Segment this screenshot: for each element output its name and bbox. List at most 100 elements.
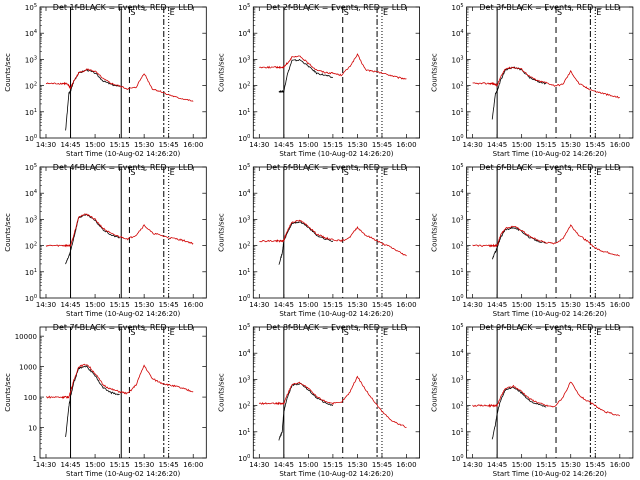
y-tick-label: 105 [451, 323, 463, 332]
x-axis-label: Start Time (10-Aug-02 14:26:20) [493, 310, 607, 318]
x-axis-label: Start Time (10-Aug-02 14:26:20) [279, 470, 393, 478]
y-tick-label: 100 [238, 294, 250, 303]
panel-title: Det 1f-BLACK = Events, RED = LLD [53, 3, 194, 12]
x-tick-label: 15:15 [323, 301, 343, 309]
x-tick-label: 16:00 [610, 301, 630, 309]
plot-frame [252, 326, 421, 459]
detector-panel: Det 2f-BLACK = Events, RED = LLD 100 101 10… [217, 3, 421, 158]
series-events-line [278, 58, 334, 94]
y-tick-label: 104 [25, 189, 37, 198]
y-tick-label: 104 [25, 29, 37, 38]
y-tick-label: 105 [238, 323, 250, 332]
series-lld-line [258, 375, 407, 428]
x-tick-label: 15:00 [85, 301, 105, 309]
x-tick-label: 15:15 [323, 461, 343, 469]
series-events-line [492, 226, 547, 260]
x-axis-label: Start Time (10-Aug-02 14:26:20) [493, 470, 607, 478]
marker-label-e: E [383, 328, 388, 337]
x-tick-label: 14:30 [36, 141, 56, 149]
y-axis-label: Counts/sec [4, 373, 12, 412]
x-tick-label: 14:45 [60, 141, 80, 149]
y-tick-label: 105 [25, 163, 37, 172]
y-tick-label: 105 [451, 163, 463, 172]
x-tick-label: 15:45 [159, 141, 179, 149]
marker-label-e: E [596, 8, 601, 17]
y-tick-label: 103 [238, 215, 250, 224]
y-axis-label: Counts/sec [217, 213, 225, 252]
y-tick-label: 105 [238, 163, 250, 172]
y-tick-label: 101 [451, 108, 463, 117]
x-tick-label: 15:45 [372, 301, 392, 309]
marker-label-s: S [557, 168, 562, 177]
x-axis-label: Start Time (10-Aug-02 14:26:20) [66, 310, 180, 318]
x-tick-label: 15:45 [585, 461, 605, 469]
x-tick-label: 14:45 [487, 461, 507, 469]
x-tick-label: 15:00 [512, 461, 532, 469]
y-tick-label: 104 [451, 189, 463, 198]
y-tick-label: 101 [451, 428, 463, 437]
series-lld-line [45, 68, 194, 102]
y-axis-label: Counts/sec [217, 373, 225, 412]
x-tick-label: 15:15 [536, 461, 556, 469]
series-events-line [491, 66, 547, 120]
x-tick-label: 15:00 [512, 301, 532, 309]
x-tick-label: 16:00 [183, 461, 203, 469]
x-tick-label: 14:30 [463, 461, 483, 469]
x-axis-label: Start Time (10-Aug-02 14:26:20) [279, 310, 393, 318]
x-tick-label: 14:45 [274, 461, 294, 469]
x-tick-label: 15:00 [298, 141, 318, 149]
x-tick-label: 14:30 [36, 301, 56, 309]
x-tick-label: 15:45 [159, 301, 179, 309]
y-axis-label: Counts/sec [4, 53, 12, 92]
y-tick-label: 102 [451, 242, 463, 251]
x-tick-label: 15:45 [372, 141, 392, 149]
panel-title: Det 7f-BLACK = Events, RED = LLD [53, 323, 194, 332]
marker-label-e: E [170, 328, 175, 337]
x-tick-label: 16:00 [610, 461, 630, 469]
plot-frame [39, 6, 207, 139]
marker-label-s: S [344, 168, 349, 177]
x-tick-label: 15:30 [561, 461, 581, 469]
x-tick-label: 15:30 [134, 461, 154, 469]
series-lld-line [45, 363, 194, 400]
y-tick-label: 103 [451, 375, 463, 384]
y-tick-label: 105 [25, 3, 37, 12]
marker-label-e: E [170, 168, 175, 177]
x-tick-label: 16:00 [183, 141, 203, 149]
detector-panel: Det 6f-BLACK = Events, RED = LLD 100 101 10… [431, 163, 634, 318]
x-tick-label: 15:45 [585, 301, 605, 309]
x-axis-label: Start Time (10-Aug-02 14:26:20) [66, 470, 180, 478]
y-tick-label: 100 [451, 294, 463, 303]
plot-frame [466, 166, 634, 299]
x-tick-label: 15:30 [347, 141, 367, 149]
x-tick-label: 14:30 [249, 141, 269, 149]
y-tick-label: 104 [451, 29, 463, 38]
series-events-line [65, 213, 120, 265]
x-tick-label: 15:00 [298, 461, 318, 469]
x-tick-label: 15:15 [110, 141, 130, 149]
y-tick-label: 10 [28, 425, 37, 433]
series-events-line [278, 382, 333, 441]
series-events-line [491, 386, 547, 440]
panel-title: Det 9f-BLACK = Events, RED = LLD [479, 323, 620, 332]
plot-frame [39, 326, 207, 459]
panel-title: Det 8f-BLACK = Events, RED = LLD [266, 323, 407, 332]
series-lld-line [259, 219, 407, 257]
x-tick-label: 15:15 [110, 301, 130, 309]
x-tick-label: 14:45 [487, 301, 507, 309]
x-tick-label: 14:30 [463, 141, 483, 149]
y-tick-label: 104 [238, 29, 250, 38]
panel-title: Det 3f-BLACK = Events, RED = LLD [479, 3, 620, 12]
y-axis-label: Counts/sec [4, 213, 12, 252]
panel-title: Det 4f-BLACK = Events, RED = LLD [53, 163, 194, 172]
marker-label-s: S [344, 328, 349, 337]
y-axis-label: Counts/sec [217, 53, 225, 92]
x-tick-label: 15:30 [561, 141, 581, 149]
x-tick-label: 16:00 [183, 301, 203, 309]
x-tick-label: 14:45 [274, 141, 294, 149]
y-tick-label: 102 [451, 402, 463, 411]
y-tick-label: 1 [33, 455, 37, 463]
y-tick-label: 104 [238, 349, 250, 358]
x-tick-label: 14:30 [463, 301, 483, 309]
